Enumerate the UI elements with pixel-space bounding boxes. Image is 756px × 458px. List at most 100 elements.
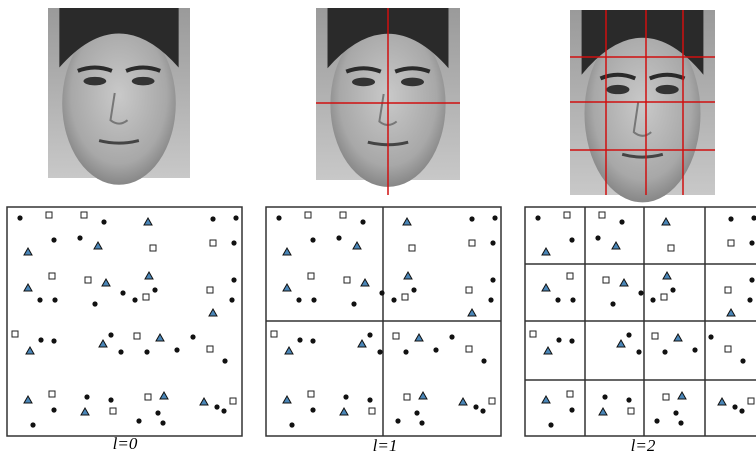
dot-feature — [595, 235, 600, 240]
dot-feature — [469, 216, 474, 221]
eye — [401, 78, 424, 87]
dot-feature — [638, 290, 643, 295]
square-feature — [748, 398, 754, 404]
page: {"panels": [{"label": "l=0"}, {"label": … — [0, 0, 756, 458]
dot-feature — [174, 347, 179, 352]
face-photo — [570, 10, 715, 202]
feature-panel — [7, 207, 242, 436]
square-feature — [207, 287, 213, 293]
dot-feature — [535, 215, 540, 220]
dot-feature — [144, 349, 149, 354]
dot-feature — [222, 358, 227, 363]
square-feature — [134, 333, 140, 339]
dot-feature — [37, 297, 42, 302]
dot-feature — [670, 287, 675, 292]
dot-feature — [310, 237, 315, 242]
dot-feature — [569, 338, 574, 343]
dot-feature — [276, 215, 281, 220]
dot-feature — [17, 215, 22, 220]
dot-feature — [480, 408, 485, 413]
square-feature — [210, 240, 216, 246]
level-label: l=2 — [631, 436, 656, 455]
dot-feature — [569, 407, 574, 412]
dot-feature — [636, 349, 641, 354]
dot-feature — [233, 215, 238, 220]
dot-feature — [336, 235, 341, 240]
dot-feature — [673, 410, 678, 415]
dot-feature — [52, 297, 57, 302]
square-feature — [599, 212, 605, 218]
square-feature — [668, 245, 674, 251]
dot-feature — [77, 235, 82, 240]
dot-feature — [492, 215, 497, 220]
dot-feature — [84, 394, 89, 399]
dot-feature — [395, 418, 400, 423]
face-photo — [48, 8, 190, 185]
dot-feature — [118, 349, 123, 354]
dot-feature — [155, 410, 160, 415]
dot-feature — [414, 410, 419, 415]
dot-feature — [449, 334, 454, 339]
eye — [606, 85, 629, 94]
dot-feature — [555, 297, 560, 302]
dot-feature — [481, 358, 486, 363]
dot-feature — [310, 407, 315, 412]
square-feature — [469, 240, 475, 246]
dot-feature — [602, 394, 607, 399]
dot-feature — [289, 422, 294, 427]
square-feature — [340, 212, 346, 218]
square-feature — [305, 212, 311, 218]
dot-feature — [391, 297, 396, 302]
dot-feature — [692, 347, 697, 352]
dot-feature — [136, 418, 141, 423]
square-feature — [489, 398, 495, 404]
eye — [132, 77, 155, 86]
square-feature — [725, 346, 731, 352]
dot-feature — [38, 337, 43, 342]
dot-feature — [662, 349, 667, 354]
square-feature — [12, 331, 18, 337]
eye — [84, 77, 107, 86]
eye — [352, 78, 375, 87]
dot-feature — [619, 219, 624, 224]
square-feature — [725, 287, 731, 293]
square-feature — [85, 277, 91, 283]
dot-feature — [367, 397, 372, 402]
level-label: l=1 — [373, 436, 398, 455]
panel-frame — [7, 207, 242, 436]
square-feature — [564, 212, 570, 218]
dot-feature — [51, 237, 56, 242]
dot-feature — [51, 407, 56, 412]
dot-feature — [379, 290, 384, 295]
dot-feature — [747, 297, 752, 302]
dot-feature — [626, 397, 631, 402]
square-feature — [530, 331, 536, 337]
dot-feature — [311, 297, 316, 302]
dot-feature — [101, 219, 106, 224]
dot-feature — [343, 394, 348, 399]
square-feature — [628, 408, 634, 414]
dot-feature — [740, 358, 745, 363]
square-feature — [308, 391, 314, 397]
square-feature — [49, 391, 55, 397]
square-feature — [567, 273, 573, 279]
dot-feature — [570, 297, 575, 302]
dot-feature — [749, 277, 754, 282]
dot-feature — [728, 216, 733, 221]
dot-feature — [108, 397, 113, 402]
feature-panel — [525, 207, 756, 436]
dot-feature — [732, 404, 737, 409]
square-feature — [230, 398, 236, 404]
square-feature — [46, 212, 52, 218]
dot-feature — [650, 297, 655, 302]
square-feature — [567, 391, 573, 397]
dot-feature — [108, 332, 113, 337]
spatial-pyramid-figure: l=0 l=1 l=2 — [0, 0, 756, 458]
dot-feature — [749, 240, 754, 245]
dot-feature — [490, 240, 495, 245]
dot-feature — [654, 418, 659, 423]
dot-feature — [297, 337, 302, 342]
square-feature — [308, 273, 314, 279]
square-feature — [409, 245, 415, 251]
dot-feature — [210, 216, 215, 221]
